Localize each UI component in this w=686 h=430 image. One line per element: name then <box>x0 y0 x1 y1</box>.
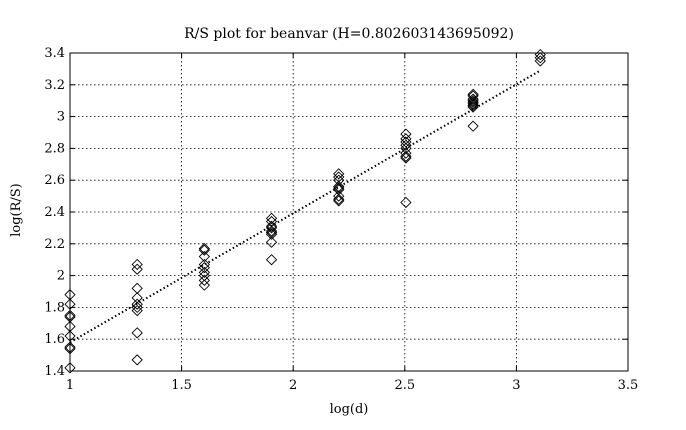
data-point <box>400 147 412 159</box>
data-point <box>467 120 479 132</box>
x-tick-label: 1 <box>66 378 74 393</box>
data-point <box>198 242 211 255</box>
data-point <box>198 274 211 287</box>
x-tick-label: 3 <box>512 378 520 393</box>
data-point <box>64 362 76 374</box>
y-tick-label: 2.6 <box>44 173 65 188</box>
data-point <box>198 279 211 291</box>
fit-line-layer <box>69 69 541 344</box>
y-tick-label: 3.2 <box>44 78 65 93</box>
data-point <box>131 354 143 366</box>
y-tick-label: 1.6 <box>44 332 65 347</box>
data-point <box>333 168 345 180</box>
y-tick-label: 3 <box>57 110 65 125</box>
data-point <box>265 220 278 232</box>
data-point <box>333 195 345 207</box>
data-point <box>400 196 412 209</box>
data-point <box>131 292 143 304</box>
data-point <box>265 254 278 266</box>
data-point <box>265 212 278 224</box>
y-tick-label: 1.8 <box>44 300 65 315</box>
data-point <box>131 258 143 271</box>
fit-line <box>69 69 541 344</box>
data-point <box>131 327 143 339</box>
x-tick-label: 3.5 <box>618 378 639 393</box>
data-point <box>131 263 143 275</box>
grid <box>70 53 628 371</box>
data-point <box>198 244 211 256</box>
y-tick-label: 2 <box>57 269 65 284</box>
data-point <box>265 227 278 239</box>
data-point <box>467 88 479 100</box>
data-points <box>64 48 546 374</box>
data-point <box>131 304 143 317</box>
data-point <box>400 133 412 145</box>
data-point <box>198 250 211 263</box>
data-point <box>534 52 546 64</box>
data-point <box>534 48 546 61</box>
data-point <box>131 298 143 310</box>
data-point <box>265 222 278 234</box>
x-axis-label: log(d) <box>330 402 369 417</box>
data-point <box>467 90 479 102</box>
data-point <box>400 128 412 140</box>
data-point <box>534 55 546 67</box>
x-tick-label: 2 <box>289 378 297 393</box>
y-axis-label: log(R/S) <box>9 183 24 237</box>
ticks: 1 1.5 2 2.5 3 3.5 1.4 1.6 1.8 2 2.2 2.4 2.6 2.8 3 3.2 3.… <box>44 46 638 393</box>
y-tick-label: 2.2 <box>44 237 65 252</box>
data-point <box>333 190 345 202</box>
data-point <box>333 180 345 193</box>
x-tick-label: 1.5 <box>171 378 192 393</box>
data-point <box>198 266 211 279</box>
chart-title: R/S plot for beanvar (H=0.80260314369509… <box>184 26 514 42</box>
data-point <box>198 258 211 271</box>
data-point <box>265 236 278 248</box>
data-point <box>400 152 412 164</box>
x-tick-label: 2.5 <box>394 378 415 393</box>
data-point <box>131 282 143 294</box>
y-tick-label: 2.4 <box>44 205 65 220</box>
plot-frame <box>69 52 629 372</box>
y-tick-label: 3.4 <box>44 46 65 61</box>
y-tick-label: 1.4 <box>44 364 65 379</box>
data-point <box>467 95 479 107</box>
data-point <box>333 182 345 194</box>
y-tick-label: 2.8 <box>44 141 65 156</box>
